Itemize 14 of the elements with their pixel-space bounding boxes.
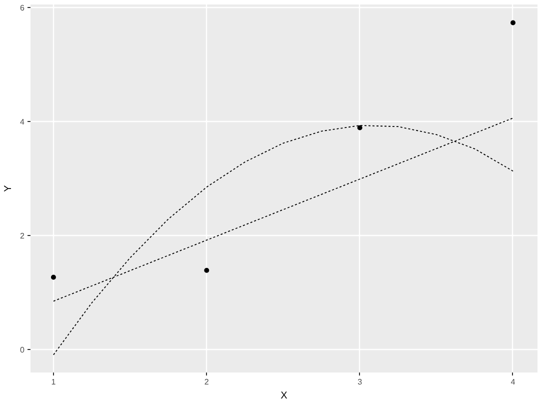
y-tick-label: 0 <box>20 346 26 355</box>
point <box>510 20 516 26</box>
x-axis-title: X <box>280 390 288 402</box>
y-axis-title: Y <box>3 184 14 192</box>
y-tick-label: 4 <box>20 117 26 126</box>
point <box>204 268 210 273</box>
x-tick-label: 1 <box>51 378 56 386</box>
x-tick-label: 2 <box>204 378 210 386</box>
point <box>357 125 362 130</box>
point <box>50 274 56 280</box>
y-tick-label: 6 <box>20 3 26 12</box>
x-tick-label: 4 <box>510 378 516 386</box>
y-tick-label: 2 <box>20 232 26 241</box>
x-tick-label: 3 <box>358 378 363 386</box>
